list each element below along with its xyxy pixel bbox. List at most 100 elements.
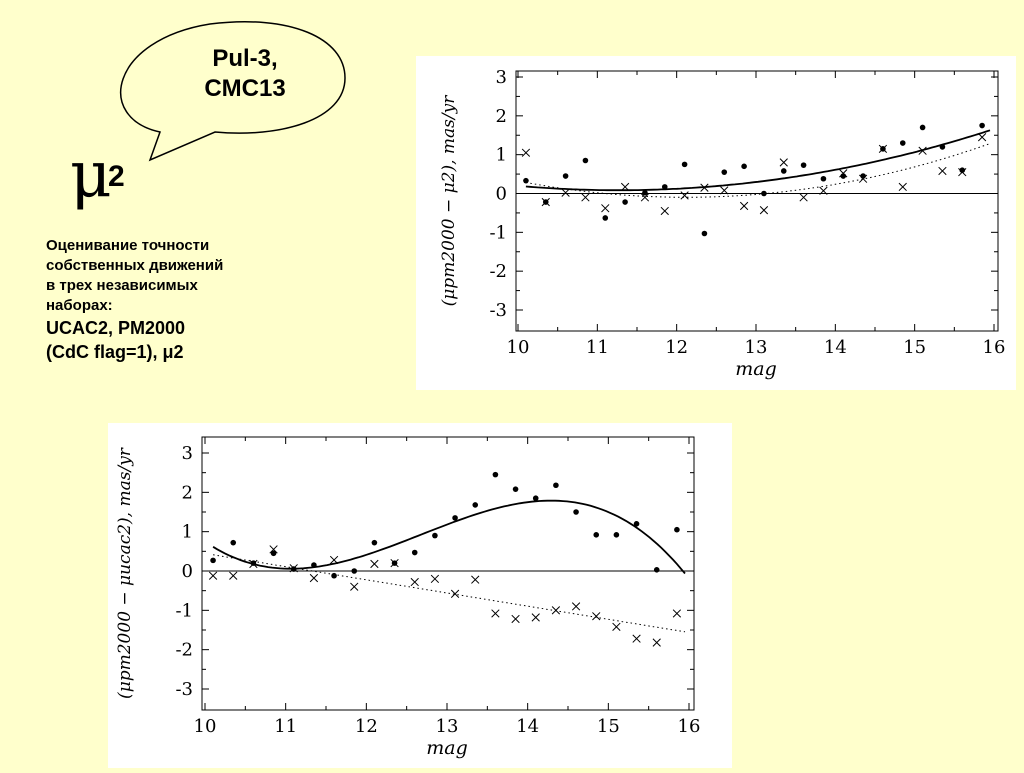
- data-point-cross: [249, 559, 258, 569]
- description-line-5: UCAC2, PM2000: [46, 318, 186, 338]
- data-point-dot: [290, 566, 297, 572]
- fit-curve-crosses: [213, 554, 686, 633]
- data-point-cross: [309, 573, 319, 583]
- x-tick-label: 12: [665, 337, 688, 358]
- data-point-cross: [739, 201, 749, 211]
- data-point-cross: [551, 606, 561, 615]
- data-point-cross: [700, 183, 709, 192]
- data-point-cross: [571, 602, 581, 611]
- data-point-cross: [370, 559, 379, 569]
- data-point-cross: [430, 574, 440, 584]
- data-point-dot: [230, 539, 237, 546]
- speech-bubble: [120, 20, 346, 162]
- y-axis-label: (μpm2000 − μucac2), mas/yr: [115, 447, 135, 699]
- data-point-cross: [390, 558, 399, 568]
- data-point-dot: [573, 509, 579, 515]
- data-point-cross: [799, 193, 808, 202]
- data-point-cross: [269, 545, 278, 554]
- data-point-dot: [532, 495, 539, 502]
- data-point-cross: [938, 166, 947, 176]
- data-point-cross: [779, 158, 788, 167]
- data-point-cross: [898, 182, 907, 192]
- data-point-cross: [720, 186, 729, 195]
- data-point-cross: [640, 193, 650, 202]
- x-tick-label: 15: [597, 716, 620, 737]
- data-point-cross: [601, 204, 610, 213]
- y-tick-label: -3: [175, 679, 193, 700]
- data-point-cross: [289, 564, 298, 573]
- data-point-cross: [819, 186, 828, 195]
- data-point-dot: [741, 163, 747, 170]
- data-point-dot: [432, 532, 438, 539]
- data-point-dot: [899, 140, 906, 146]
- data-point-dot: [959, 167, 966, 173]
- data-point-dot: [250, 560, 257, 566]
- description-line-4: наборах:: [46, 297, 113, 314]
- x-tick-label: 11: [586, 337, 609, 358]
- data-point-dot: [800, 162, 807, 168]
- data-point-dot: [512, 486, 519, 492]
- x-tick-label: 13: [436, 716, 459, 737]
- data-point-cross: [680, 191, 689, 200]
- data-point-cross: [521, 148, 531, 157]
- data-point-dot: [939, 144, 946, 150]
- data-point-dot: [331, 572, 337, 579]
- x-axis-label: mag: [735, 358, 777, 380]
- data-point-cross: [561, 188, 570, 197]
- x-axis-label: mag: [426, 737, 468, 759]
- bubble-text: Pul-3, CMC13: [175, 44, 315, 104]
- data-point-dot: [860, 173, 866, 179]
- data-point-dot: [701, 230, 708, 237]
- description-line-3: в трех независимых: [46, 277, 198, 294]
- x-tick-label: 15: [903, 337, 926, 358]
- mu-symbol: μ: [70, 138, 112, 212]
- data-point-dot: [523, 177, 529, 184]
- data-point-dot: [840, 173, 847, 179]
- data-point-cross: [612, 622, 621, 632]
- data-point-dot: [270, 550, 277, 557]
- data-point-dot: [602, 215, 609, 221]
- x-tick-label: 14: [824, 337, 847, 358]
- data-point-dot: [411, 549, 418, 556]
- data-point-dot: [472, 502, 479, 508]
- y-tick-label: 3: [182, 443, 193, 464]
- data-point-dot: [562, 173, 569, 179]
- x-tick-label: 13: [745, 337, 768, 358]
- data-point-dot: [593, 532, 600, 538]
- data-point-dot: [351, 568, 358, 574]
- plot-frame: [201, 436, 695, 711]
- y-tick-label: -2: [175, 640, 193, 661]
- plot-frame: [515, 70, 999, 332]
- y-tick-label: -2: [489, 261, 507, 282]
- data-point-dot: [653, 567, 660, 573]
- data-point-cross: [581, 193, 590, 202]
- y-tick-label: 0: [182, 561, 193, 582]
- description-block: Оценивание точности собственных движений…: [46, 236, 406, 364]
- y-tick-label: 3: [496, 67, 507, 88]
- data-point-dot: [919, 124, 926, 131]
- chart-panel-bottom: 10 11 12 13 14 15 16 3 2 1 0 -1 -2 -3 mag (μpm2000 − μu…: [108, 423, 732, 768]
- y-tick-label: 1: [182, 522, 193, 543]
- y-tick-label: 2: [496, 106, 507, 127]
- data-point-dot: [681, 161, 688, 168]
- data-point-cross: [620, 182, 630, 192]
- data-point-dot: [721, 169, 728, 175]
- x-tick-label: 16: [678, 716, 701, 737]
- data-point-cross: [660, 206, 669, 216]
- data-point-dot: [820, 175, 827, 182]
- data-point-dot: [633, 521, 640, 527]
- data-point-dot: [553, 482, 559, 489]
- fit-curve-dots: [212, 499, 686, 575]
- data-point-dot: [371, 539, 378, 546]
- data-point-dot: [642, 189, 648, 196]
- data-point-dot: [622, 199, 628, 205]
- data-point-cross: [208, 571, 218, 580]
- data-point-cross: [839, 169, 848, 178]
- mu-subscript: 2: [108, 160, 125, 193]
- data-point-dot: [979, 122, 985, 129]
- data-point-cross: [632, 634, 641, 643]
- x-tick-label: 10: [507, 337, 530, 358]
- data-point-cross: [858, 174, 868, 183]
- x-tick-label: 12: [355, 716, 378, 737]
- bubble-line-1: Pul-3,: [212, 45, 278, 72]
